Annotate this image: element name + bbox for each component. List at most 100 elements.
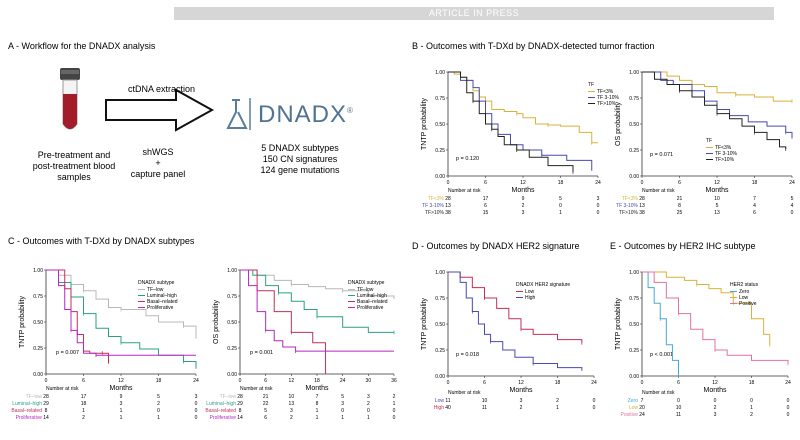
risk-cell: 13 xyxy=(289,401,295,407)
x-tick-label: 24 xyxy=(789,180,795,186)
y-tick-label: 1.00 xyxy=(33,268,43,274)
km-curve xyxy=(240,269,394,352)
legend-entry: TF<3% xyxy=(597,89,614,95)
y-tick-label: 1.00 xyxy=(629,270,639,276)
risk-cell: 29 xyxy=(43,401,49,407)
legend-entry: Luminal–high xyxy=(147,293,177,299)
x-tick-label: 24 xyxy=(340,378,346,384)
x-tick-label: 12 xyxy=(518,380,524,386)
p-value-label: p < 0.001 xyxy=(650,352,673,358)
workflow-arrow-icon xyxy=(105,88,215,132)
risk-cell: 8 xyxy=(316,401,319,407)
risk-cell: 29 xyxy=(237,401,243,407)
risk-cell: 3 xyxy=(522,210,525,216)
risk-table-title: Number at risk xyxy=(448,390,481,396)
risk-cell: 11 xyxy=(676,412,681,418)
risk-cell: 0 xyxy=(393,415,396,421)
risk-row-label: TF<3% xyxy=(428,196,445,202)
risk-cell: 0 xyxy=(195,408,198,414)
ctdna-extraction-label: ctDNA extraction xyxy=(128,84,196,94)
y-tick-label: 0.75 xyxy=(33,294,43,300)
risk-cell: 9 xyxy=(522,196,525,202)
risk-cell: 5 xyxy=(716,203,719,209)
risk-cell: 3 xyxy=(290,408,293,414)
risk-cell: 10 xyxy=(714,196,720,202)
p-value-label: p = 0.001 xyxy=(250,350,273,356)
risk-cell: 6 xyxy=(484,203,487,209)
legend-entry: Positive xyxy=(739,301,757,307)
risk-cell: 3 xyxy=(341,401,344,407)
x-tick-label: 6 xyxy=(82,378,85,384)
risk-cell: 5 xyxy=(157,394,160,400)
risk-cell: 2 xyxy=(367,401,370,407)
risk-cell: 0 xyxy=(750,398,753,404)
x-tick-label: 12 xyxy=(289,378,295,384)
km-curve xyxy=(642,71,787,149)
legend-entry: High xyxy=(525,295,536,301)
risk-cell: 5 xyxy=(264,408,267,414)
risk-cell: 4 xyxy=(753,203,756,209)
risk-cell: 0 xyxy=(195,401,198,407)
risk-table-title: Number at risk xyxy=(642,188,675,194)
risk-cell: 28 xyxy=(237,394,243,400)
legend-entry: TF–low xyxy=(147,287,164,293)
risk-cell: 2 xyxy=(290,415,293,421)
legend-entry: Low xyxy=(739,295,749,301)
y-tick-label: 0.00 xyxy=(629,174,639,180)
risk-cell: 0 xyxy=(787,412,790,418)
legend-title: DNADX subtype xyxy=(348,280,385,286)
y-tick-label: 0.00 xyxy=(33,372,43,378)
risk-table-title: Number at risk xyxy=(448,188,481,194)
legend-entry: Proliferative xyxy=(357,305,384,311)
x-tick-label: 12 xyxy=(714,180,720,186)
km-plot-b-os: 0.00 0.25 0.50 0.75 1.00 0 6 12 18 24 OS probabili… xyxy=(615,70,795,216)
risk-table-title: Number at risk xyxy=(240,386,273,392)
risk-cell: 2 xyxy=(522,203,525,209)
risk-cell: 20 xyxy=(639,405,645,411)
x-tick-label: 18 xyxy=(156,378,162,384)
x-axis-label: Months xyxy=(110,385,133,392)
legend-entry: Proliferative xyxy=(147,305,174,311)
dnadx-logo-mark-icon xyxy=(226,98,251,130)
risk-cell: 22 xyxy=(263,401,269,407)
risk-cell: 28 xyxy=(445,196,451,202)
risk-cell: 0 xyxy=(714,398,717,404)
risk-row-label: TF 3-10% xyxy=(422,203,445,209)
y-tick-label: 1.00 xyxy=(435,270,445,276)
x-axis-label: Months xyxy=(306,385,329,392)
risk-cell: 7 xyxy=(641,398,644,404)
risk-cell: 1 xyxy=(157,415,160,421)
risk-cell: 11 xyxy=(445,398,450,404)
risk-cell: 1 xyxy=(367,415,370,421)
risk-cell: 1 xyxy=(393,401,396,407)
y-tick-label: 0.25 xyxy=(227,346,237,352)
y-tick-label: 1.00 xyxy=(435,70,445,76)
section-e-title: E - Outcomes by HER2 IHC subtype xyxy=(610,241,756,251)
x-axis-label: Months xyxy=(706,187,729,194)
risk-cell: 0 xyxy=(393,408,396,414)
km-curve xyxy=(642,271,789,364)
y-tick-label: 0.50 xyxy=(33,320,43,326)
risk-row-label: Luminal–high xyxy=(12,401,42,407)
km-curve xyxy=(448,71,593,171)
risk-cell: 14 xyxy=(237,415,243,421)
y-tick-label: 0.50 xyxy=(227,320,237,326)
km-curve xyxy=(46,269,197,339)
risk-cell: 1 xyxy=(120,415,123,421)
risk-cell: 2 xyxy=(520,405,523,411)
risk-cell: 0 xyxy=(367,408,370,414)
legend-entry: Low xyxy=(525,289,535,295)
y-tick-label: 1.00 xyxy=(227,268,237,274)
y-tick-label: 0.75 xyxy=(629,96,639,102)
km-curve xyxy=(642,71,792,102)
risk-table-title: Number at risk xyxy=(46,386,79,392)
risk-row-label: Zero xyxy=(628,398,639,404)
y-axis-label: OS probability xyxy=(213,300,220,344)
y-tick-label: 0.25 xyxy=(435,348,445,354)
risk-cell: 3 xyxy=(367,394,370,400)
risk-cell: 9 xyxy=(120,394,123,400)
